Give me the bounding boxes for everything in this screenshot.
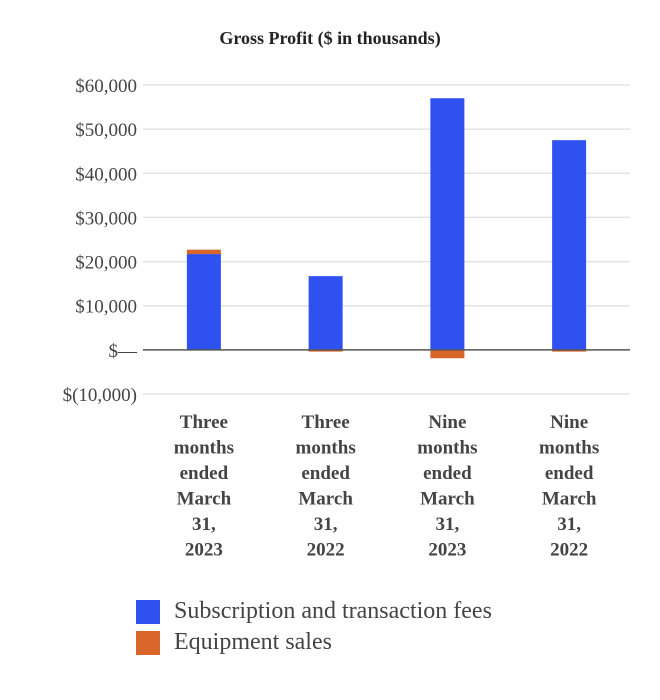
- bar: [308, 349, 343, 352]
- y-tick-label: $(10,000): [63, 385, 137, 406]
- y-axis-tick-labels: $60,000 $50,000 $40,000 $30,000 $20,000 $10,0…: [63, 76, 138, 406]
- bar: [552, 140, 587, 350]
- bar: [186, 254, 221, 350]
- y-tick-label: $30,000: [75, 208, 137, 229]
- legend-item-equipment: Equipment sales: [136, 627, 492, 658]
- bars: [186, 98, 587, 359]
- category-label: Nine months ended March 31, 2023: [417, 412, 477, 561]
- category-label: Three months ended March 31, 2023: [174, 412, 234, 561]
- gridlines: [143, 84, 630, 395]
- category-label: Nine months ended March 31, 2022: [539, 412, 599, 561]
- x-axis-category-labels: Three months ended March 31, 2023 Three months e…: [174, 412, 599, 561]
- y-tick-label: $20,000: [75, 253, 137, 274]
- bar: [552, 349, 587, 352]
- bar: [430, 98, 465, 350]
- bar: [186, 249, 221, 255]
- y-tick-label: $40,000: [75, 164, 137, 185]
- category-label: Three months ended March 31, 2022: [296, 412, 356, 561]
- y-tick-label: $—: [109, 341, 139, 362]
- legend-item-subscription: Subscription and transaction fees: [136, 596, 492, 627]
- legend: Subscription and transaction fees Equipm…: [136, 596, 492, 658]
- legend-swatch: [136, 599, 160, 624]
- chart-title: Gross Profit ($ in thousands): [219, 28, 441, 48]
- bar: [430, 349, 465, 359]
- legend-label: Subscription and transaction fees: [174, 598, 492, 624]
- y-tick-label: $50,000: [75, 120, 137, 141]
- bar: [308, 276, 343, 350]
- legend-swatch: [136, 630, 160, 655]
- y-tick-label: $10,000: [75, 297, 137, 318]
- legend-label: Equipment sales: [174, 629, 332, 655]
- y-tick-label: $60,000: [75, 76, 137, 97]
